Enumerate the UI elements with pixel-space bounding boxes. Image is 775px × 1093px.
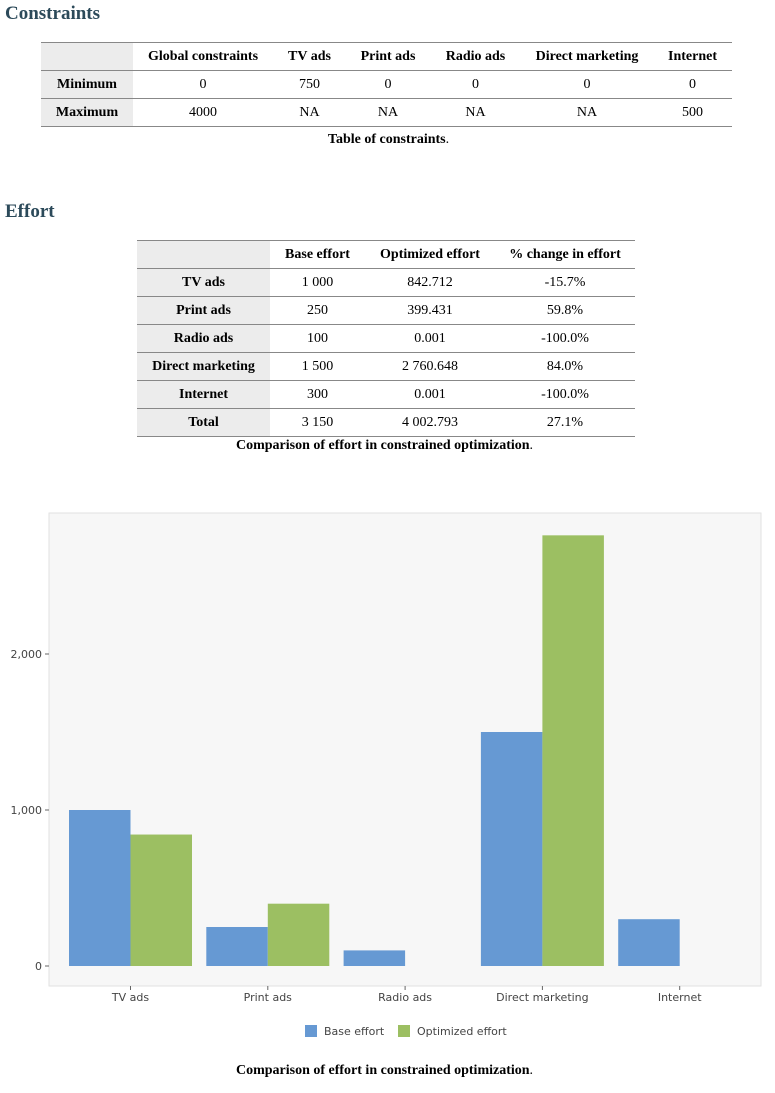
legend-label: Base effort bbox=[324, 1025, 385, 1038]
x-tick-label: Print ads bbox=[244, 991, 293, 1004]
effort-header-corner bbox=[137, 240, 270, 269]
row-label-maximum: Maximum bbox=[41, 98, 133, 127]
bar-optimized-effort bbox=[542, 535, 604, 966]
row-label: Direct marketing bbox=[137, 352, 270, 381]
table-cell: 1 000 bbox=[270, 268, 365, 297]
x-tick-label: Direct marketing bbox=[496, 991, 588, 1004]
chart-caption: Comparison of effort in constrained opti… bbox=[235, 1063, 534, 1078]
constraints-header-row: Global constraints TV ads Print ads Radi… bbox=[41, 42, 732, 71]
table-cell: 0.001 bbox=[365, 380, 495, 409]
table-cell: -100.0% bbox=[495, 380, 635, 409]
table-cell: 0 bbox=[521, 70, 653, 99]
table-cell: 4 002.793 bbox=[365, 408, 495, 437]
table-row: Direct marketing 1 500 2 760.648 84.0% bbox=[137, 352, 635, 381]
y-tick-label: 0 bbox=[35, 960, 42, 973]
table-cell: 4000 bbox=[133, 98, 273, 127]
bar-optimized-effort bbox=[267, 903, 330, 966]
table-cell: -100.0% bbox=[495, 324, 635, 353]
table-cell: NA bbox=[346, 98, 430, 127]
table-cell: 27.1% bbox=[495, 408, 635, 437]
bar-base-effort bbox=[206, 927, 268, 966]
constraints-header-tv: TV ads bbox=[273, 42, 346, 71]
table-row: Radio ads 100 0.001 -100.0% bbox=[137, 324, 635, 353]
effort-header-change: % change in effort bbox=[495, 240, 635, 269]
table-cell: 2 760.648 bbox=[365, 352, 495, 381]
table-cell: 84.0% bbox=[495, 352, 635, 381]
table-row: Minimum 0 750 0 0 0 0 bbox=[41, 70, 732, 99]
table-row: Print ads 250 399.431 59.8% bbox=[137, 296, 635, 325]
constraints-header-corner bbox=[41, 42, 133, 71]
table-row-total: Total 3 150 4 002.793 27.1% bbox=[137, 408, 635, 437]
table-cell: -15.7% bbox=[495, 268, 635, 297]
constraints-heading: Constraints bbox=[5, 3, 101, 24]
row-label-total: Total bbox=[137, 408, 270, 437]
constraints-table-caption: Table of constraints. bbox=[327, 132, 450, 147]
bar-base-effort bbox=[480, 732, 543, 966]
x-tick-label: Radio ads bbox=[378, 991, 432, 1004]
table-cell: 500 bbox=[653, 98, 732, 127]
table-cell: 3 150 bbox=[270, 408, 365, 437]
table-cell: 0 bbox=[653, 70, 732, 99]
row-label: Internet bbox=[137, 380, 270, 409]
legend-swatch bbox=[398, 1025, 410, 1037]
table-cell: 1 500 bbox=[270, 352, 365, 381]
table-cell: 250 bbox=[270, 296, 365, 325]
y-tick-label: 1,000 bbox=[11, 804, 43, 817]
effort-heading: Effort bbox=[5, 201, 55, 222]
table-cell: 0 bbox=[430, 70, 521, 99]
table-cell: NA bbox=[273, 98, 346, 127]
row-label-minimum: Minimum bbox=[41, 70, 133, 99]
bar-base-effort bbox=[618, 919, 680, 966]
table-cell: NA bbox=[521, 98, 653, 127]
bar-base-effort bbox=[343, 950, 406, 966]
legend-label: Optimized effort bbox=[417, 1025, 507, 1038]
legend-swatch bbox=[305, 1025, 317, 1037]
y-tick-label: 2,000 bbox=[11, 648, 43, 661]
x-tick-label: TV ads bbox=[111, 991, 149, 1004]
effort-header-optimized: Optimized effort bbox=[365, 240, 495, 269]
table-cell: NA bbox=[430, 98, 521, 127]
constraints-table: Global constraints TV ads Print ads Radi… bbox=[41, 42, 732, 127]
table-row: TV ads 1 000 842.712 -15.7% bbox=[137, 268, 635, 297]
row-label: TV ads bbox=[137, 268, 270, 297]
table-cell: 300 bbox=[270, 380, 365, 409]
constraints-header-global: Global constraints bbox=[133, 42, 273, 71]
table-cell: 59.8% bbox=[495, 296, 635, 325]
table-row: Maximum 4000 NA NA NA NA 500 bbox=[41, 98, 732, 127]
table-row: Internet 300 0.001 -100.0% bbox=[137, 380, 635, 409]
table-cell: 399.431 bbox=[365, 296, 495, 325]
constraints-header-radio: Radio ads bbox=[430, 42, 521, 71]
bar-optimized-effort bbox=[130, 834, 192, 966]
effort-table-caption: Comparison of effort in constrained opti… bbox=[235, 438, 534, 453]
constraints-header-direct: Direct marketing bbox=[521, 42, 653, 71]
effort-bar-chart: 0 1,000 2,000 TV ads Print ads Radio ads Direc… bbox=[11, 512, 762, 1038]
table-cell: 750 bbox=[273, 70, 346, 99]
bar-base-effort bbox=[69, 810, 131, 966]
table-cell: 0.001 bbox=[365, 324, 495, 353]
table-cell: 0 bbox=[133, 70, 273, 99]
table-cell: 100 bbox=[270, 324, 365, 353]
effort-header-base: Base effort bbox=[270, 240, 365, 269]
effort-header-row: Base effort Optimized effort % change in… bbox=[137, 240, 635, 269]
constraints-header-internet: Internet bbox=[653, 42, 732, 71]
effort-table: Base effort Optimized effort % change in… bbox=[137, 240, 635, 437]
x-tick-label: Internet bbox=[658, 991, 702, 1004]
table-cell: 0 bbox=[346, 70, 430, 99]
table-cell: 842.712 bbox=[365, 268, 495, 297]
constraints-header-print: Print ads bbox=[346, 42, 430, 71]
row-label: Print ads bbox=[137, 296, 270, 325]
row-label: Radio ads bbox=[137, 324, 270, 353]
